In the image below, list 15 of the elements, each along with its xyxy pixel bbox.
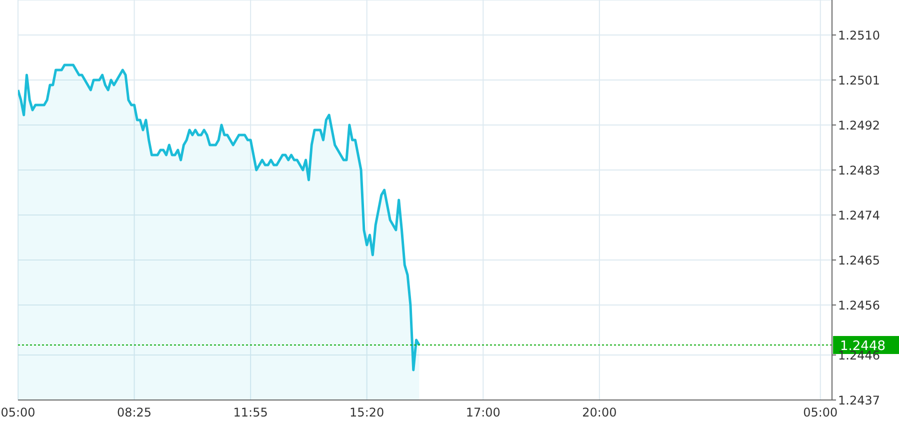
x-tick-label: 20:00 bbox=[582, 406, 617, 420]
x-tick-label: 11:55 bbox=[233, 406, 268, 420]
y-tick-label: 1.2483 bbox=[838, 163, 880, 178]
y-tick-label: 1.2510 bbox=[838, 28, 880, 42]
y-tick-label: 1.2492 bbox=[838, 118, 880, 132]
x-tick-label: 05:00 bbox=[803, 406, 838, 420]
x-tick-label: 08:25 bbox=[116, 406, 152, 420]
y-tick-label: 1.2474 bbox=[838, 208, 880, 222]
x-tick-label: 05:00 bbox=[0, 406, 36, 420]
y-tick-label: 1.2465 bbox=[838, 253, 880, 268]
y-tick-label: 1.2456 bbox=[838, 298, 880, 312]
y-tick-label: 1.2501 bbox=[838, 73, 880, 88]
x-tick-label: 17:00 bbox=[466, 406, 500, 420]
y-tick-label: 1.2437 bbox=[838, 393, 880, 408]
x-tick-label: 15:20 bbox=[350, 406, 384, 420]
